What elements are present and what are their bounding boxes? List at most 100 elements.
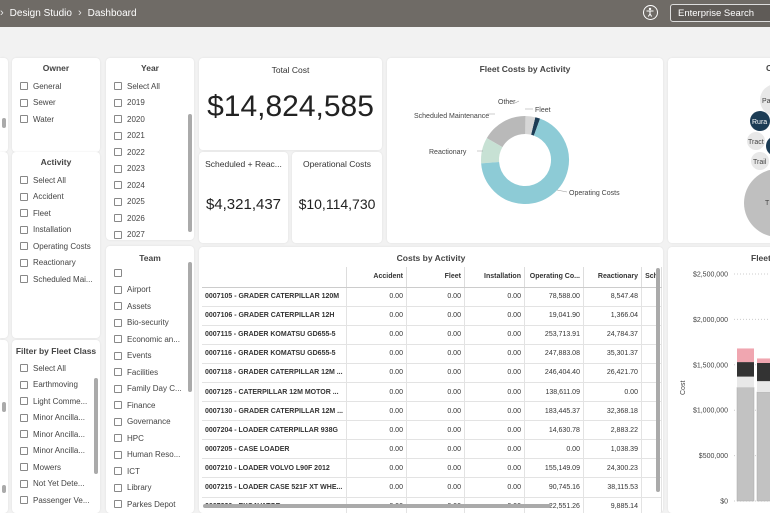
fleet-class-option[interactable]: Not Yet Dete... [20,476,89,493]
table-row[interactable]: 0007116 - GRADER KOMATSU GD655-5 0.00 0.00… [202,344,662,364]
table-row[interactable]: 0007118 - GRADER CATERPILLAR 12M ... 0.00… [202,363,662,383]
year-option[interactable]: 2021 [114,128,160,145]
donut-slice-scheduled[interactable] [486,116,526,148]
year-scrollbar[interactable] [188,114,192,232]
bar-segment[interactable] [757,381,770,393]
checkbox[interactable] [114,230,122,239]
bar-segment[interactable] [757,358,770,363]
donut-slice-fleet[interactable] [530,117,541,136]
checkbox[interactable] [20,98,28,107]
team-option[interactable]: Facilities [114,364,182,381]
checkbox[interactable] [114,450,122,459]
checkbox[interactable] [114,500,122,509]
table-horizontal-scrollbar[interactable] [203,504,551,508]
team-option[interactable]: Human Reso... [114,447,182,464]
checkbox[interactable] [114,368,122,377]
donut-slice-reactionary[interactable] [481,138,503,164]
table-row[interactable]: 0007105 - GRADER CATERPILLAR 120M 0.00 0.0… [202,287,662,307]
fleet-class-option[interactable]: Light Comme... [20,393,89,410]
donut-slice-other[interactable] [525,116,536,135]
bar-segment[interactable] [756,391,770,502]
checkbox[interactable] [114,115,122,124]
table-row[interactable]: 0007106 - GRADER CATERPILLAR 12H 0.00 0.00… [202,306,662,326]
year-option[interactable]: 2023 [114,161,160,178]
checkbox[interactable] [114,131,122,140]
checkbox[interactable] [114,269,122,278]
activity-option[interactable]: Operating Costs [20,238,93,255]
year-option[interactable]: 2024 [114,177,160,194]
accessibility-icon[interactable] [643,5,658,20]
checkbox[interactable] [20,397,28,406]
column-header[interactable]: Accident [346,267,407,288]
team-option[interactable]: Finance [114,397,182,414]
scrollbar[interactable] [2,402,6,412]
fleet-class-option[interactable]: Select All [20,360,89,377]
table-row[interactable]: 0007205 - CASE LOADER 0.00 0.00 0.00 0.00 1,0… [202,439,662,460]
activity-option[interactable]: Fleet [20,205,93,222]
team-scrollbar[interactable] [188,262,192,392]
enterprise-search-input[interactable]: Enterprise Search [670,4,770,22]
checkbox[interactable] [114,384,122,393]
table-vertical-scrollbar[interactable] [656,268,660,492]
bar-segment[interactable] [757,362,770,382]
bar-segment[interactable] [737,348,754,363]
checkbox[interactable] [20,430,28,439]
team-option[interactable]: Events [114,348,182,365]
checkbox[interactable] [114,197,122,206]
scrollbar[interactable] [2,485,6,493]
year-option[interactable]: 2026 [114,210,160,227]
checkbox[interactable] [20,258,28,267]
year-option[interactable]: 2022 [114,144,160,161]
year-option[interactable]: Select All [114,78,160,95]
activity-option[interactable]: Accident [20,189,93,206]
activity-option[interactable]: Select All [20,172,93,189]
checkbox[interactable] [114,318,122,327]
checkbox[interactable] [114,164,122,173]
checkbox[interactable] [20,380,28,389]
team-option[interactable]: Family Day C... [114,381,182,398]
column-header[interactable]: Operating Co... [524,267,584,288]
column-header[interactable]: Reactionary [583,267,642,288]
checkbox[interactable] [20,115,28,124]
year-option[interactable]: 2025 [114,194,160,211]
checkbox[interactable] [20,192,28,201]
checkbox[interactable] [114,181,122,190]
team-option[interactable]: Bio-security [114,315,182,332]
owner-option[interactable]: Water [20,111,61,128]
checkbox[interactable] [114,401,122,410]
team-option[interactable] [114,265,182,282]
table-row[interactable]: 0007204 - LOADER CATERPILLAR 938G 0.00 0.0… [202,420,662,441]
team-option[interactable]: Parkes Depot [114,496,182,513]
checkbox[interactable] [114,82,122,91]
team-option[interactable]: Library [114,480,182,497]
activity-option[interactable]: Scheduled Mai... [20,271,93,288]
team-option[interactable]: Economic an... [114,331,182,348]
checkbox[interactable] [114,98,122,107]
donut-slice-operating[interactable] [481,118,569,204]
fleet-class-option[interactable]: Minor Ancilla... [20,426,89,443]
checkbox[interactable] [20,463,28,472]
team-option[interactable]: ICT [114,463,182,480]
bar-segment[interactable] [736,387,755,502]
checkbox[interactable] [20,479,28,488]
table-row[interactable]: 0007210 - LOADER VOLVO L90F 2012 0.00 0.00… [202,458,662,479]
checkbox[interactable] [20,242,28,251]
bar-segment[interactable] [737,362,754,377]
owner-option[interactable]: General [20,78,61,95]
checkbox[interactable] [114,148,122,157]
fleet-class-option[interactable]: Passenger Ve... [20,492,89,509]
checkbox[interactable] [114,434,122,443]
activity-option[interactable]: Reactionary [20,255,93,272]
column-header[interactable] [202,267,347,288]
team-option[interactable]: HPC [114,430,182,447]
activity-option[interactable]: Installation [20,222,93,239]
checkbox[interactable] [114,467,122,476]
checkbox[interactable] [114,285,122,294]
checkbox[interactable] [20,446,28,455]
bar-segment[interactable] [737,376,754,388]
scrollbar[interactable] [2,118,6,128]
fleet-class-option[interactable]: Earthmoving [20,377,89,394]
checkbox[interactable] [114,351,122,360]
fleet-class-option[interactable]: Mowers [20,459,89,476]
team-option[interactable]: Assets [114,298,182,315]
